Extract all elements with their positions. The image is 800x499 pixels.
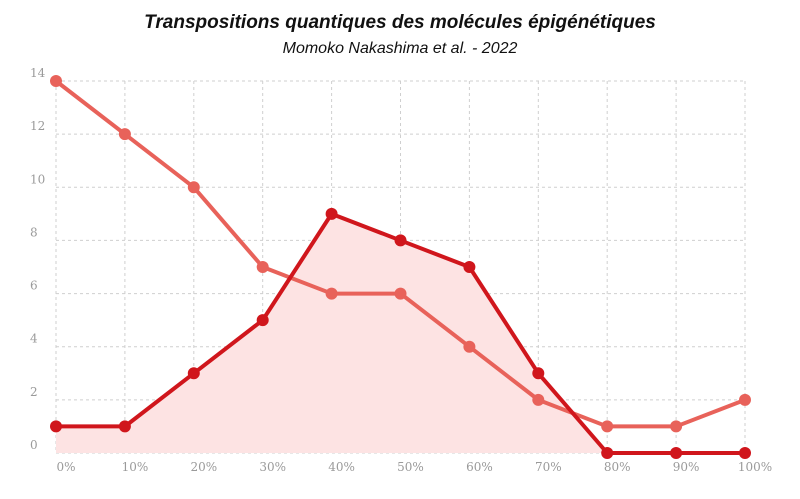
series-1-point (118, 128, 131, 141)
y-tick-label: 4 (30, 332, 38, 346)
series-1-point (187, 181, 200, 194)
x-tick-label: 40% (328, 460, 355, 474)
chart-title: Transpositions quantiques des molécules … (144, 12, 656, 33)
x-tick-label: 90% (673, 460, 700, 474)
series-2-point (463, 261, 476, 273)
x-tick-label: 80% (604, 460, 631, 474)
series-1-point (670, 420, 683, 433)
y-tick-label: 12 (30, 119, 45, 133)
x-tick-label: 30% (259, 460, 286, 474)
series-1-point (532, 393, 545, 406)
series-2-point (739, 447, 751, 459)
y-tick-label: 6 (30, 279, 38, 293)
series-1-point (325, 287, 338, 300)
x-tick-label: 20% (190, 460, 217, 474)
series-1-point (394, 287, 407, 300)
y-tick-label: 0 (30, 438, 38, 452)
series-1-point (50, 75, 62, 87)
series-2-point (601, 447, 614, 459)
series-2-area (56, 213, 745, 453)
y-tick-label: 14 (30, 66, 46, 80)
x-tick-label: 100% (738, 460, 772, 474)
area-layer (56, 213, 745, 453)
point-layer (50, 75, 751, 459)
series-1-point (463, 340, 476, 353)
x-tick-label: 60% (466, 460, 493, 474)
x-tick-label: 70% (535, 460, 562, 474)
x-axis-ticks: 0% 10% 20% 30% 40% 50% 60% 70% 80% 90% 100% (56, 460, 772, 474)
series-1-point (601, 420, 614, 433)
series-2-point (394, 234, 407, 247)
y-tick-label: 2 (30, 385, 38, 399)
x-tick-label: 0% (56, 460, 75, 474)
series-1-point (739, 393, 751, 406)
series-2-point (50, 420, 62, 433)
y-tick-label: 8 (30, 225, 38, 239)
chart-subtitle: Momoko Nakashima et al. - 2022 (282, 40, 518, 57)
series-2-point (325, 207, 338, 220)
series-2-point (187, 367, 200, 380)
y-axis-ticks: 0 2 4 6 8 10 12 14 (30, 66, 46, 452)
y-tick-label: 10 (30, 172, 45, 186)
series-2-point (118, 420, 131, 433)
series-2-point (532, 367, 545, 380)
series-1-point (256, 261, 269, 273)
series-2-point (670, 447, 683, 459)
x-tick-label: 50% (397, 460, 424, 474)
x-tick-label: 10% (122, 460, 149, 474)
series-2-point (256, 314, 269, 327)
